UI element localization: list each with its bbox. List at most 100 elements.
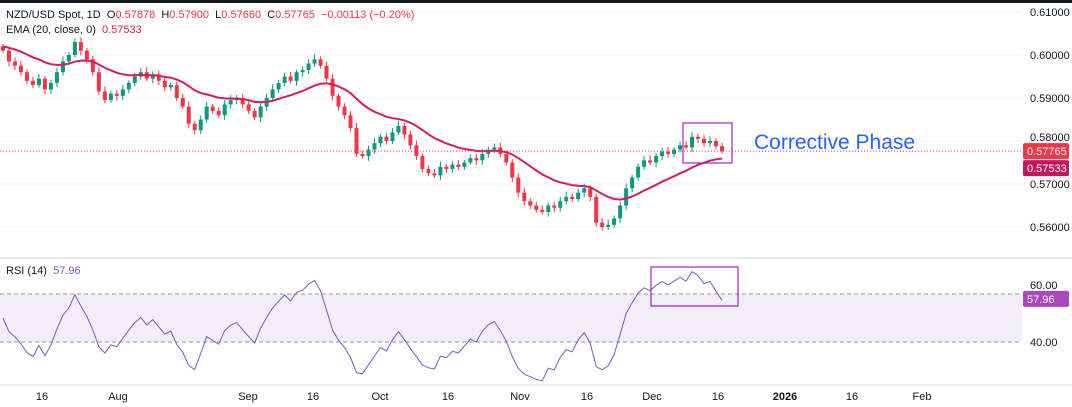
close-value: 0.57765	[275, 9, 315, 21]
candle-body	[432, 173, 437, 176]
candle-body	[546, 205, 551, 212]
candle-body	[192, 123, 197, 131]
candle-body	[552, 205, 557, 208]
candle-body	[660, 151, 665, 157]
candle-body	[528, 201, 533, 206]
candle-body	[516, 177, 521, 193]
candle-body	[324, 65, 329, 79]
time-tick-label: Feb	[913, 391, 932, 403]
candle-body	[636, 166, 641, 178]
ema-label: EMA (20, close, 0)	[6, 24, 96, 36]
candle-body	[444, 166, 449, 169]
candle-body	[384, 136, 389, 141]
candle-body	[612, 218, 617, 225]
candle-body	[594, 196, 599, 223]
candle-body	[12, 61, 17, 66]
top-bar	[0, 0, 1072, 3]
candle-body	[630, 177, 635, 189]
candle-body	[672, 149, 677, 154]
candle-body	[558, 201, 563, 208]
candle-body	[210, 106, 215, 111]
candle-body	[216, 110, 221, 116]
candle-body	[60, 61, 65, 73]
candle-body	[420, 156, 425, 169]
rsi-value: 57.96	[53, 265, 81, 277]
close-label: C	[267, 9, 276, 21]
time-tick-label: Dec	[642, 391, 662, 403]
candle-body	[642, 160, 647, 167]
candle-body	[720, 146, 724, 152]
candle-body	[678, 145, 683, 150]
candle-body	[318, 59, 323, 66]
symbol-title[interactable]: NZD/USD Spot, 1D	[6, 9, 101, 21]
time-tick-label: 16	[712, 391, 724, 403]
candle-body	[570, 196, 575, 200]
candle-body	[252, 110, 257, 118]
candle-body	[360, 153, 365, 157]
candle-body	[114, 93, 119, 96]
candle-body	[564, 196, 569, 202]
candle-body	[282, 76, 287, 83]
candle-body	[90, 59, 95, 73]
time-tick-label: 16	[307, 391, 319, 403]
candle-body	[18, 65, 23, 73]
price-highlight-box	[682, 122, 733, 164]
candle-body	[654, 156, 659, 163]
ema-value: 0.57533	[102, 24, 142, 36]
rsi-tick-label: 40.00	[1030, 337, 1058, 349]
candle-body	[312, 59, 317, 64]
candle-body	[342, 106, 347, 116]
high-value: 0.57900	[169, 9, 210, 21]
candle-body	[708, 141, 713, 144]
rsi-highlight-box	[650, 266, 739, 307]
candle-body	[396, 125, 401, 133]
candle-body	[414, 145, 419, 157]
candle-body	[126, 82, 131, 90]
candle-body	[702, 138, 707, 144]
candle-body	[180, 98, 185, 107]
candle-body	[198, 119, 203, 131]
candle-body	[66, 55, 71, 62]
time-tick-label: 16	[846, 391, 858, 403]
price-tick-label: 0.59000	[1030, 93, 1070, 105]
time-tick-label: Oct	[371, 391, 388, 403]
symbol-legend: NZD/USD Spot, 1D O0.57878 H0.57900 L0.57…	[6, 9, 414, 21]
candle-body	[240, 98, 245, 105]
candle-body	[696, 136, 701, 139]
candle-body	[156, 74, 161, 81]
candle-body	[684, 145, 689, 148]
candle-body	[666, 151, 671, 154]
candle-body	[354, 128, 359, 154]
candle-body	[348, 115, 353, 129]
ema-legend[interactable]: EMA (20, close, 0) 0.57533	[6, 24, 142, 36]
rsi-band	[0, 294, 1022, 342]
ema-price-label-bg	[1023, 160, 1069, 177]
low-value: 0.57660	[221, 9, 262, 21]
candle-body	[510, 162, 515, 178]
rsi-legend[interactable]: RSI (14) 57.96	[6, 265, 81, 277]
price-tick-label: 0.61000	[1030, 7, 1070, 19]
last-price-label: 0.57765	[1027, 146, 1067, 158]
candle-body	[102, 91, 107, 101]
candle-body	[648, 160, 653, 163]
candle-body	[408, 134, 413, 146]
rsi-value-label: 57.96	[1027, 294, 1055, 306]
candle-body	[1, 46, 5, 51]
ema-price-label: 0.57533	[1027, 163, 1067, 175]
candle-body	[582, 188, 587, 193]
rsi-line	[2, 270, 723, 382]
open-value: 0.57878	[115, 9, 156, 21]
ema-line	[2, 45, 723, 201]
time-tick-label: Aug	[108, 391, 128, 403]
change-value: −0.00113 (−0.20%)	[321, 9, 415, 21]
candle-body	[588, 188, 593, 197]
price-tick-label: 0.57000	[1030, 179, 1070, 191]
candle-body	[228, 100, 233, 105]
candle-body	[96, 72, 101, 92]
low-label: L	[215, 9, 222, 21]
price-tick-label: 0.56000	[1030, 222, 1070, 234]
candle-body	[120, 89, 125, 96]
candle-body	[462, 162, 467, 167]
candle-body	[480, 153, 485, 161]
